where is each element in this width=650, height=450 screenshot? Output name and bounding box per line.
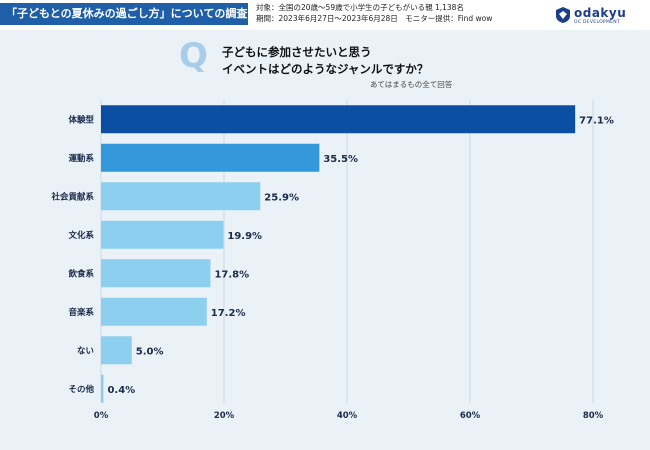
bar bbox=[101, 374, 104, 403]
value-label: 17.8% bbox=[214, 269, 249, 280]
bar bbox=[101, 259, 211, 288]
category-label: ない bbox=[77, 346, 94, 356]
odakyu-logo: odakyu OC DEVELOPMENT bbox=[554, 6, 644, 30]
x-tick-label: 40% bbox=[337, 411, 358, 421]
logo-wordmark: odakyu bbox=[574, 6, 627, 20]
bar bbox=[101, 182, 261, 211]
bar bbox=[101, 105, 576, 134]
value-label: 17.2% bbox=[211, 308, 246, 319]
bar bbox=[101, 220, 224, 249]
x-tick-label: 0% bbox=[94, 411, 109, 421]
survey-info: 対象：全国の20歳〜59歳で小学生の子どもがいる親 1,138名 期間：2023… bbox=[256, 2, 492, 24]
bar bbox=[101, 336, 132, 365]
value-label: 19.9% bbox=[227, 231, 262, 242]
x-tick-label: 60% bbox=[460, 411, 481, 421]
value-label: 0.4% bbox=[107, 385, 135, 396]
answer-note: あてはまるもの全て回答 bbox=[370, 80, 453, 89]
value-label: 25.9% bbox=[264, 192, 299, 203]
question-line-1: 子どもに参加させたいと思う bbox=[222, 45, 372, 59]
question-line-2: イベントはどのようなジャンルですか？ bbox=[222, 62, 429, 76]
category-label: 音楽系 bbox=[68, 307, 94, 318]
x-tick-label: 20% bbox=[214, 411, 235, 421]
header: 「子どもとの夏休みの過ごし方」についての調査 対象：全国の20歳〜59歳で小学生… bbox=[0, 0, 650, 28]
category-label: 飲食系 bbox=[67, 268, 94, 279]
survey-title: 「子どもとの夏休みの過ごし方」についての調査 bbox=[0, 3, 248, 25]
logo-subtitle: OC DEVELOPMENT bbox=[574, 20, 620, 25]
value-label: 77.1% bbox=[579, 115, 614, 126]
logo-mark-icon bbox=[556, 7, 570, 23]
category-label: 文化系 bbox=[68, 230, 94, 241]
survey-period: 期間：2023年6月27日〜2023年6月28日 モニター提供：Find wow bbox=[256, 14, 493, 23]
bar bbox=[101, 297, 207, 326]
question-text: 子どもに参加させたいと思う イベントはどのようなジャンルですか？ bbox=[222, 44, 428, 78]
value-label: 35.5% bbox=[323, 154, 358, 165]
category-label: 社会貢献系 bbox=[50, 191, 94, 202]
category-label: その他 bbox=[68, 384, 94, 395]
x-tick-label: 80% bbox=[583, 411, 604, 421]
category-label: 運動系 bbox=[68, 153, 94, 164]
question-mark-q: Q bbox=[179, 36, 208, 76]
bar bbox=[101, 143, 320, 172]
value-label: 5.0% bbox=[136, 346, 164, 357]
survey-target: 対象：全国の20歳〜59歳で小学生の子どもがいる親 1,138名 bbox=[256, 3, 464, 12]
category-label: 体験型 bbox=[68, 114, 94, 125]
